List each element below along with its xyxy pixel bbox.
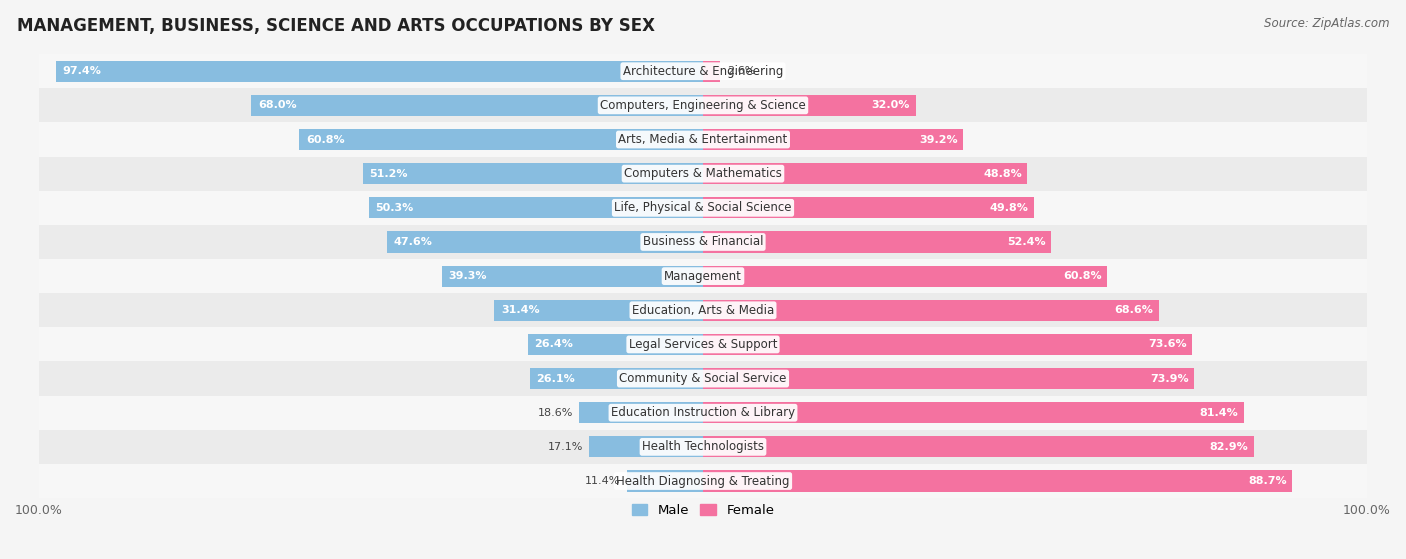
Bar bbox=[39, 191, 1367, 225]
Bar bbox=[703, 231, 1050, 253]
Text: 39.2%: 39.2% bbox=[920, 135, 957, 145]
Bar bbox=[703, 95, 915, 116]
Text: 60.8%: 60.8% bbox=[1063, 271, 1101, 281]
Bar bbox=[703, 129, 963, 150]
Text: Education, Arts & Media: Education, Arts & Media bbox=[631, 304, 775, 317]
Text: Health Diagnosing & Treating: Health Diagnosing & Treating bbox=[616, 475, 790, 487]
Text: 51.2%: 51.2% bbox=[370, 169, 408, 179]
Text: 32.0%: 32.0% bbox=[872, 101, 910, 110]
Text: 81.4%: 81.4% bbox=[1199, 408, 1239, 418]
Text: Life, Physical & Social Science: Life, Physical & Social Science bbox=[614, 201, 792, 214]
Bar bbox=[39, 54, 1367, 88]
Text: 47.6%: 47.6% bbox=[394, 237, 433, 247]
Text: Arts, Media & Entertainment: Arts, Media & Entertainment bbox=[619, 133, 787, 146]
Text: Computers & Mathematics: Computers & Mathematics bbox=[624, 167, 782, 180]
Bar bbox=[39, 328, 1367, 362]
Text: Education Instruction & Library: Education Instruction & Library bbox=[612, 406, 794, 419]
Bar bbox=[703, 436, 1254, 457]
Bar bbox=[299, 129, 703, 150]
Text: Business & Financial: Business & Financial bbox=[643, 235, 763, 248]
Text: Community & Social Service: Community & Social Service bbox=[619, 372, 787, 385]
Bar bbox=[56, 60, 703, 82]
Bar bbox=[363, 163, 703, 184]
Text: Management: Management bbox=[664, 269, 742, 283]
Text: 49.8%: 49.8% bbox=[990, 203, 1028, 213]
Bar bbox=[39, 396, 1367, 430]
Bar bbox=[39, 157, 1367, 191]
Text: 52.4%: 52.4% bbox=[1007, 237, 1046, 247]
Text: 39.3%: 39.3% bbox=[449, 271, 486, 281]
Text: Source: ZipAtlas.com: Source: ZipAtlas.com bbox=[1264, 17, 1389, 30]
Bar bbox=[703, 334, 1192, 355]
Text: 88.7%: 88.7% bbox=[1249, 476, 1286, 486]
Text: 73.9%: 73.9% bbox=[1150, 373, 1188, 383]
Text: Computers, Engineering & Science: Computers, Engineering & Science bbox=[600, 99, 806, 112]
Bar bbox=[627, 471, 703, 491]
Text: 26.4%: 26.4% bbox=[534, 339, 574, 349]
Text: 17.1%: 17.1% bbox=[547, 442, 583, 452]
Bar bbox=[39, 88, 1367, 122]
Text: 11.4%: 11.4% bbox=[585, 476, 620, 486]
Text: 48.8%: 48.8% bbox=[983, 169, 1022, 179]
Bar bbox=[703, 368, 1194, 389]
Bar bbox=[387, 231, 703, 253]
Text: 18.6%: 18.6% bbox=[537, 408, 572, 418]
Text: 73.6%: 73.6% bbox=[1147, 339, 1187, 349]
Bar bbox=[589, 436, 703, 457]
Text: 82.9%: 82.9% bbox=[1209, 442, 1249, 452]
Bar bbox=[495, 300, 703, 321]
Text: Legal Services & Support: Legal Services & Support bbox=[628, 338, 778, 351]
Bar bbox=[703, 266, 1107, 287]
Text: 68.6%: 68.6% bbox=[1115, 305, 1153, 315]
Bar bbox=[703, 471, 1292, 491]
Bar bbox=[703, 402, 1243, 423]
Legend: Male, Female: Male, Female bbox=[626, 499, 780, 523]
Bar bbox=[39, 225, 1367, 259]
Text: 97.4%: 97.4% bbox=[63, 66, 101, 76]
Bar bbox=[703, 163, 1026, 184]
Bar bbox=[703, 300, 1159, 321]
Text: Architecture & Engineering: Architecture & Engineering bbox=[623, 65, 783, 78]
Text: 31.4%: 31.4% bbox=[501, 305, 540, 315]
Bar bbox=[39, 259, 1367, 293]
Bar bbox=[530, 368, 703, 389]
Bar bbox=[39, 122, 1367, 157]
Bar bbox=[39, 293, 1367, 328]
Bar bbox=[579, 402, 703, 423]
Text: Health Technologists: Health Technologists bbox=[643, 440, 763, 453]
Bar bbox=[703, 197, 1033, 219]
Text: 2.6%: 2.6% bbox=[727, 66, 755, 76]
Bar bbox=[368, 197, 703, 219]
Bar bbox=[39, 362, 1367, 396]
Text: 26.1%: 26.1% bbox=[536, 373, 575, 383]
Text: 60.8%: 60.8% bbox=[307, 135, 344, 145]
Text: MANAGEMENT, BUSINESS, SCIENCE AND ARTS OCCUPATIONS BY SEX: MANAGEMENT, BUSINESS, SCIENCE AND ARTS O… bbox=[17, 17, 655, 35]
Text: 68.0%: 68.0% bbox=[259, 101, 297, 110]
Text: 50.3%: 50.3% bbox=[375, 203, 413, 213]
Bar bbox=[39, 464, 1367, 498]
Bar bbox=[252, 95, 703, 116]
Bar bbox=[527, 334, 703, 355]
Bar bbox=[441, 266, 703, 287]
Bar bbox=[39, 430, 1367, 464]
Bar bbox=[703, 60, 720, 82]
